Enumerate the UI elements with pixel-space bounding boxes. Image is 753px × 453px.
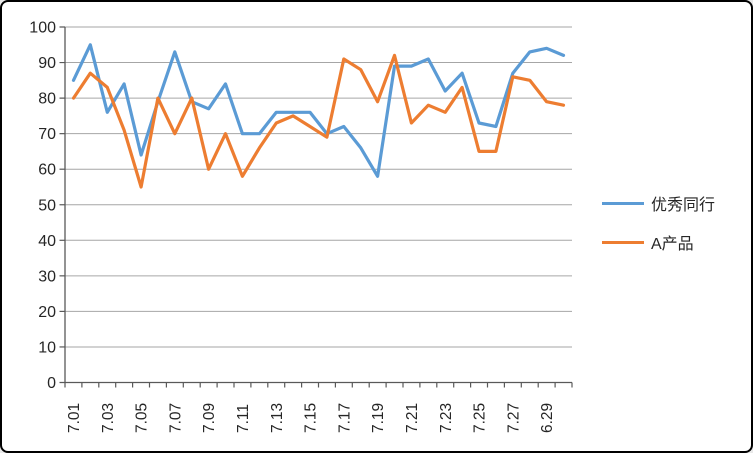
legend-label: A产品 [651, 236, 694, 253]
chart-legend: 优秀同行 A产品 [602, 192, 715, 253]
legend-item-1[interactable]: A产品 [602, 231, 715, 253]
x-axis-tick-labels: 7.01 7.03 7.05 7.07 7.09 7.11 7.13 7.15 7.17 7.19… [66, 403, 556, 433]
x-tick-label-7.17: 7.17 [336, 403, 353, 433]
y-tick-label-30: 30 [38, 268, 56, 285]
y-axis-tick-labels: 0 10 20 30 40 50 60 70 80 90 100 [29, 20, 56, 393]
x-tick-label-7.03: 7.03 [100, 403, 117, 433]
x-tick-label-7.25: 7.25 [472, 403, 489, 433]
x-tick-label-7.13: 7.13 [269, 403, 286, 433]
x-tick-label-7.15: 7.15 [303, 403, 320, 433]
x-tick-label-7.19: 7.19 [370, 403, 387, 433]
legend-line-swatch [602, 240, 644, 244]
y-tick-label-10: 10 [38, 339, 56, 356]
x-tick-label-7.07: 7.07 [167, 403, 184, 433]
y-tick-label-80: 80 [38, 91, 56, 108]
x-tick-label-7.27: 7.27 [505, 403, 522, 433]
y-tick-label-60: 60 [38, 162, 56, 179]
x-tick-label-7.23: 7.23 [438, 403, 455, 433]
y-tick-label-0: 0 [47, 375, 56, 392]
x-tick-label-7.01: 7.01 [66, 403, 83, 433]
y-tick-label-90: 90 [38, 55, 56, 72]
y-tick-label-40: 40 [38, 233, 56, 250]
x-tick-label-7.05: 7.05 [134, 403, 151, 433]
legend-label: 优秀同行 [651, 197, 716, 214]
y-tick-label-100: 100 [29, 20, 56, 37]
x-tick-label-6.29: 6.29 [539, 403, 556, 433]
y-tick-label-50: 50 [38, 197, 56, 214]
x-tick-label-7.11: 7.11 [235, 404, 252, 433]
series-line-1[interactable] [71, 53, 566, 189]
x-tick-label-7.21: 7.21 [404, 403, 421, 433]
y-tick-label-20: 20 [38, 304, 56, 321]
y-tick-label-70: 70 [38, 126, 56, 143]
series-lines [71, 43, 566, 189]
legend-item-0[interactable]: 优秀同行 [602, 192, 715, 214]
x-tick-label-7.09: 7.09 [201, 403, 218, 433]
axes [59, 26, 573, 388]
legend-line-swatch [602, 201, 644, 205]
